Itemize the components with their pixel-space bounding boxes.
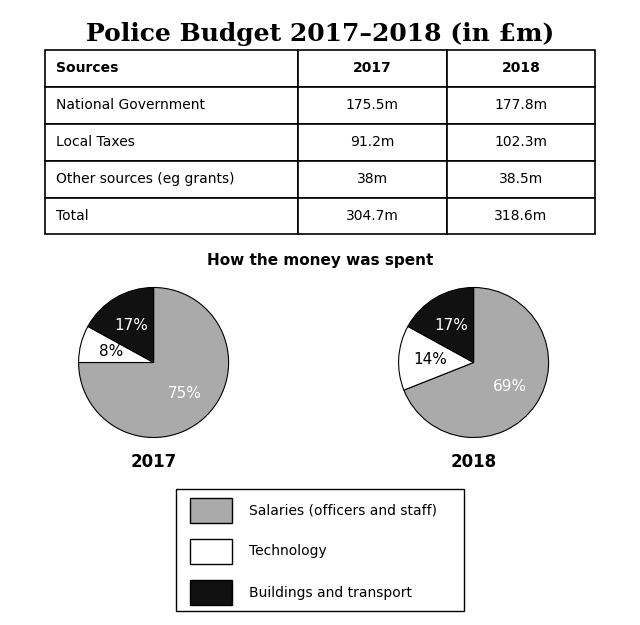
Text: 8%: 8% xyxy=(99,344,124,359)
Bar xyxy=(298,198,447,234)
Text: Other sources (eg grants): Other sources (eg grants) xyxy=(56,172,234,186)
Wedge shape xyxy=(399,326,474,390)
Wedge shape xyxy=(408,288,474,362)
Text: 17%: 17% xyxy=(115,318,148,332)
Text: Local Taxes: Local Taxes xyxy=(56,135,134,149)
Bar xyxy=(298,87,447,124)
Text: 2017: 2017 xyxy=(131,453,177,471)
Text: 102.3m: 102.3m xyxy=(494,135,547,149)
Bar xyxy=(447,124,595,161)
Wedge shape xyxy=(88,288,154,362)
Text: Salaries (officers and staff): Salaries (officers and staff) xyxy=(250,503,437,517)
Text: Total: Total xyxy=(56,209,88,223)
Bar xyxy=(447,198,595,234)
Text: National Government: National Government xyxy=(56,98,205,112)
Text: Technology: Technology xyxy=(250,544,327,558)
Text: How the money was spent: How the money was spent xyxy=(207,253,433,268)
Text: Police Budget 2017–2018 (in £m): Police Budget 2017–2018 (in £m) xyxy=(86,22,554,46)
Text: 38.5m: 38.5m xyxy=(499,172,543,186)
Bar xyxy=(191,539,232,564)
Text: 177.8m: 177.8m xyxy=(494,98,547,112)
Text: 38m: 38m xyxy=(356,172,388,186)
Bar xyxy=(447,161,595,198)
Bar xyxy=(447,50,595,87)
Text: 17%: 17% xyxy=(435,318,468,332)
Text: 14%: 14% xyxy=(413,352,447,367)
Bar xyxy=(298,124,447,161)
Text: Buildings and transport: Buildings and transport xyxy=(250,586,412,599)
Bar xyxy=(191,498,232,522)
Text: 2018: 2018 xyxy=(502,61,540,76)
Bar xyxy=(45,198,298,234)
Text: 304.7m: 304.7m xyxy=(346,209,399,223)
Text: 75%: 75% xyxy=(168,386,202,401)
Bar xyxy=(447,87,595,124)
Wedge shape xyxy=(79,326,154,362)
Bar xyxy=(191,580,232,605)
Text: 175.5m: 175.5m xyxy=(346,98,399,112)
Bar xyxy=(45,50,298,87)
Bar xyxy=(45,124,298,161)
Bar xyxy=(298,50,447,87)
Text: 318.6m: 318.6m xyxy=(494,209,548,223)
Wedge shape xyxy=(404,288,548,438)
Bar xyxy=(45,87,298,124)
Text: 69%: 69% xyxy=(493,379,527,394)
Text: 2018: 2018 xyxy=(451,453,497,471)
Text: Sources: Sources xyxy=(56,61,118,76)
Wedge shape xyxy=(79,288,228,438)
Text: 91.2m: 91.2m xyxy=(350,135,394,149)
Text: 2017: 2017 xyxy=(353,61,392,76)
Bar xyxy=(298,161,447,198)
Bar xyxy=(45,161,298,198)
